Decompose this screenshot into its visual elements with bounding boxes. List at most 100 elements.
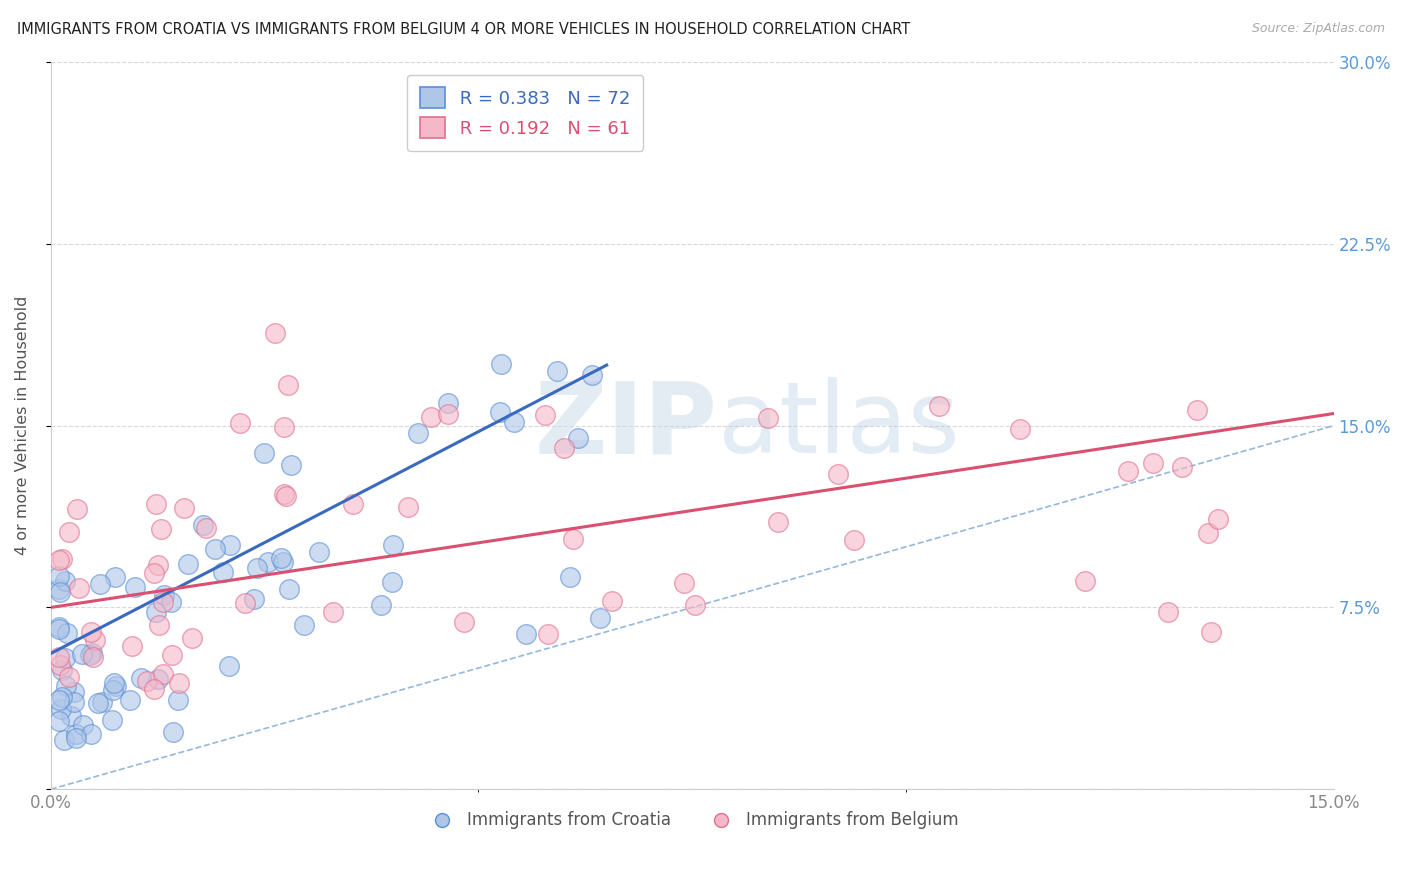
Point: [581, 368, 603, 382]
Point: [263, 326, 285, 341]
Point: [48, 622, 70, 636]
Point: [271, 556, 294, 570]
Point: [342, 497, 364, 511]
Point: [1142, 457, 1164, 471]
Point: [53, 650, 76, 665]
Point: [370, 598, 392, 612]
Point: [118, 693, 141, 707]
Point: [553, 442, 575, 456]
Point: [453, 615, 475, 629]
Point: [177, 557, 200, 571]
Point: [534, 408, 557, 422]
Point: [842, 533, 865, 547]
Legend: Immigrants from Croatia, Immigrants from Belgium: Immigrants from Croatia, Immigrants from…: [419, 804, 966, 836]
Point: [683, 599, 706, 613]
Point: [79, 727, 101, 741]
Point: [160, 595, 183, 609]
Point: [66, 502, 89, 516]
Point: [103, 682, 125, 697]
Point: [672, 576, 695, 591]
Point: [55, 679, 77, 693]
Point: [229, 417, 252, 431]
Point: [48, 649, 70, 664]
Point: [218, 537, 240, 551]
Point: [58, 524, 80, 539]
Point: [121, 639, 143, 653]
Point: [67, 581, 90, 595]
Point: [1171, 459, 1194, 474]
Y-axis label: 4 or more Vehicles in Household: 4 or more Vehicles in Household: [15, 296, 30, 556]
Point: [124, 580, 146, 594]
Point: [406, 426, 429, 441]
Point: [212, 565, 235, 579]
Point: [82, 649, 104, 664]
Point: [53, 574, 76, 588]
Point: [1157, 605, 1180, 619]
Text: ZIP: ZIP: [534, 377, 718, 475]
Point: [257, 555, 280, 569]
Point: [49, 658, 72, 673]
Point: [766, 516, 789, 530]
Point: [148, 558, 170, 572]
Point: [56, 626, 79, 640]
Point: [80, 624, 103, 639]
Point: [167, 692, 190, 706]
Point: [142, 566, 165, 580]
Point: [243, 591, 266, 606]
Point: [396, 500, 419, 514]
Point: [142, 682, 165, 697]
Point: [270, 550, 292, 565]
Point: [437, 396, 460, 410]
Point: [145, 497, 167, 511]
Text: IMMIGRANTS FROM CROATIA VS IMMIGRANTS FROM BELGIUM 4 OR MORE VEHICLES IN HOUSEHO: IMMIGRANTS FROM CROATIA VS IMMIGRANTS FR…: [17, 22, 910, 37]
Point: [277, 377, 299, 392]
Point: [104, 679, 127, 693]
Point: [589, 611, 612, 625]
Point: [48, 582, 70, 596]
Point: [152, 595, 174, 609]
Point: [103, 676, 125, 690]
Point: [191, 517, 214, 532]
Point: [273, 420, 295, 434]
Point: [928, 400, 950, 414]
Point: [756, 410, 779, 425]
Point: [101, 714, 124, 728]
Point: [292, 617, 315, 632]
Text: Source: ZipAtlas.com: Source: ZipAtlas.com: [1251, 22, 1385, 36]
Point: [86, 696, 108, 710]
Point: [89, 577, 111, 591]
Point: [48, 620, 70, 634]
Point: [149, 522, 172, 536]
Point: [1206, 511, 1229, 525]
Point: [180, 631, 202, 645]
Point: [1197, 526, 1219, 541]
Point: [602, 594, 624, 608]
Point: [58, 670, 80, 684]
Point: [63, 685, 86, 699]
Text: atlas: atlas: [718, 377, 959, 475]
Point: [135, 673, 157, 688]
Point: [148, 618, 170, 632]
Point: [84, 632, 107, 647]
Point: [280, 458, 302, 473]
Point: [65, 731, 87, 745]
Point: [502, 415, 524, 429]
Point: [382, 538, 405, 552]
Point: [79, 648, 101, 663]
Point: [90, 695, 112, 709]
Point: [278, 582, 301, 596]
Point: [827, 467, 849, 482]
Point: [274, 489, 297, 503]
Point: [246, 561, 269, 575]
Point: [173, 501, 195, 516]
Point: [1008, 422, 1031, 436]
Point: [63, 695, 86, 709]
Point: [488, 405, 510, 419]
Point: [308, 545, 330, 559]
Point: [51, 690, 73, 704]
Point: [167, 676, 190, 690]
Point: [51, 551, 73, 566]
Point: [65, 727, 87, 741]
Point: [52, 732, 75, 747]
Point: [1199, 625, 1222, 640]
